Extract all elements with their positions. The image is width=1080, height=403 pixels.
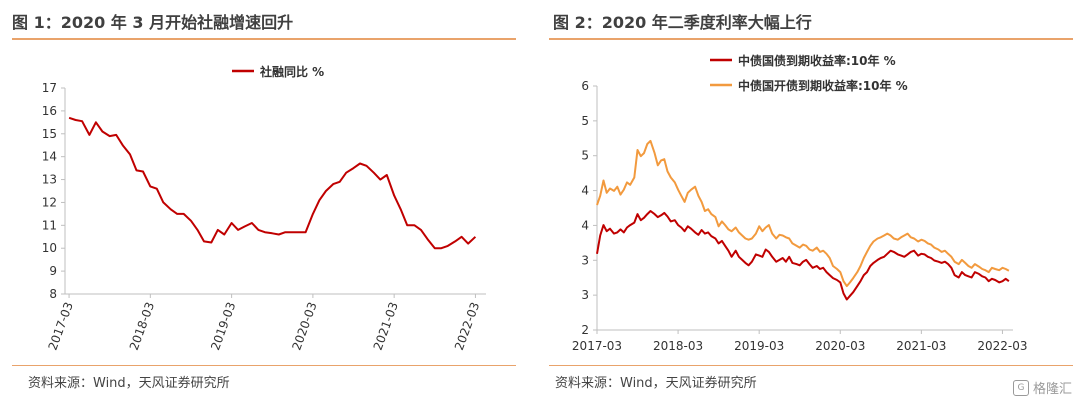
figure-1-source: 资料来源：Wind，天风证券研究所 <box>28 376 230 391</box>
legend-label-1: 社融同比 % <box>259 64 324 79</box>
legend-label-1: 中债国债到期收益率:10年 % <box>738 53 896 68</box>
x-tick-label: 2020-03 <box>289 300 319 352</box>
y-tick-label: 4 <box>581 218 589 232</box>
watermark: G 格隆汇 <box>1012 378 1072 397</box>
series-line-1 <box>596 210 1010 301</box>
y-tick-label: 12 <box>42 195 57 209</box>
x-tick-label: 2017-03 <box>46 300 76 352</box>
figure-1-title: 图 1：2020 年 3 月开始社融增速回升 <box>12 13 294 32</box>
watermark-text: 格隆汇 <box>1032 382 1072 397</box>
y-tick-label: 8 <box>49 287 57 301</box>
y-tick-label: 5 <box>581 149 589 163</box>
y-tick-label: 3 <box>581 288 589 302</box>
gelonghui-logo-icon: G <box>1012 379 1029 396</box>
figure-2-source-rule <box>549 365 1073 366</box>
figure-2-title: 图 2：2020 年二季度利率大幅上行 <box>553 13 812 32</box>
figure-2-title-rule <box>549 38 1073 40</box>
chart-2-bond-yields: 2 3 3 4 4 5 5 6 2017-03 2018-03 2019-03 2020-03 2021… <box>572 53 1028 353</box>
y-tick-label: 14 <box>42 150 57 164</box>
x-tick-label: 2022-03 <box>452 300 482 352</box>
figure-2-source: 资料来源：Wind，天风证券研究所 <box>555 376 757 391</box>
y-tick-label: 4 <box>581 184 589 198</box>
series-line-1 <box>68 116 477 250</box>
figure-2-panel: 图 2：2020 年二季度利率大幅上行 2 3 3 4 4 5 5 6 2017-03 2018-… <box>545 0 1080 403</box>
x-tick-label: 2021-03 <box>896 339 946 353</box>
figure-1-title-rule <box>12 38 516 40</box>
figure-1-panel: 图 1：2020 年 3 月开始社融增速回升 8 9 10 11 12 13 14 15 16 1… <box>0 0 530 403</box>
y-tick-label: 15 <box>42 127 57 141</box>
x-tick-label: 2021-03 <box>371 300 401 352</box>
y-tick-label: 2 <box>581 323 589 337</box>
y-tick-label: 6 <box>581 79 589 93</box>
x-tick-label: 2017-03 <box>572 339 622 353</box>
x-tick-label: 2018-03 <box>653 339 703 353</box>
x-tick-label: 2018-03 <box>127 300 157 352</box>
figure-1-source-rule <box>12 365 516 366</box>
series-line-2 <box>596 139 1010 288</box>
legend-label-2: 中债国开债到期收益率:10年 % <box>738 78 908 93</box>
y-tick-label: 3 <box>581 253 589 267</box>
y-tick-label: 10 <box>42 241 57 255</box>
y-tick-label: 5 <box>581 114 589 128</box>
x-tick-label: 2020-03 <box>815 339 865 353</box>
x-tick-label: 2019-03 <box>734 339 784 353</box>
x-tick-label: 2022-03 <box>977 339 1027 353</box>
y-tick-label: 16 <box>42 104 57 118</box>
chart-1-social-financing: 8 9 10 11 12 13 14 15 16 17 2017-03 2018-03 2019-03 2… <box>42 64 486 352</box>
y-tick-label: 17 <box>42 81 57 95</box>
y-tick-label: 11 <box>42 218 57 232</box>
x-tick-label: 2019-03 <box>208 300 238 352</box>
y-tick-label: 9 <box>49 264 57 278</box>
y-tick-label: 13 <box>42 173 57 187</box>
